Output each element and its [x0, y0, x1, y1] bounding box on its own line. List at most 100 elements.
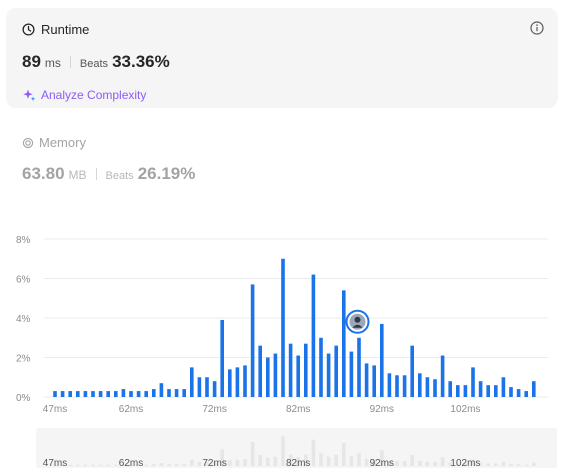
- chart-bar[interactable]: [456, 385, 460, 397]
- runtime-value: 89: [22, 52, 41, 71]
- chart-bar[interactable]: [387, 373, 392, 397]
- runtime-unit: ms: [44, 56, 61, 70]
- memory-beats-label: Beats: [105, 170, 134, 182]
- overview-bar: [395, 461, 399, 466]
- chart-bar[interactable]: [478, 381, 483, 397]
- chart-bar[interactable]: [288, 343, 293, 397]
- chart-bar[interactable]: [334, 345, 338, 397]
- chart-bar[interactable]: [395, 375, 399, 397]
- overview-bar: [387, 460, 392, 466]
- chart-bar[interactable]: [197, 377, 202, 397]
- overview-bar: [311, 439, 316, 466]
- overview-track: [36, 428, 557, 468]
- chart-bar[interactable]: [494, 385, 498, 397]
- chart-bar[interactable]: [364, 363, 369, 397]
- memory-header[interactable]: Memory: [22, 135, 86, 150]
- runtime-values: 89 ms Beats 33.36%: [22, 52, 170, 72]
- runtime-distribution-chart[interactable]: 8% 6% 4% 2% 0% 47ms 62ms 72ms 82ms 92ms 102ms: [0, 225, 565, 420]
- chart-bar[interactable]: [114, 391, 118, 397]
- analyze-complexity-button[interactable]: Analyze Complexity: [22, 88, 146, 102]
- chart-bar[interactable]: [182, 389, 186, 397]
- chart-bar[interactable]: [205, 377, 209, 397]
- chart-bar[interactable]: [144, 391, 148, 397]
- chart-bar[interactable]: [501, 377, 506, 397]
- overview-bar: [91, 464, 95, 466]
- chart-bar[interactable]: [152, 389, 156, 397]
- chart-bar[interactable]: [425, 377, 430, 397]
- chart-bar[interactable]: [524, 391, 528, 397]
- chart-bar[interactable]: [304, 343, 308, 397]
- chart-bar[interactable]: [258, 345, 262, 397]
- overview-bar: [425, 461, 430, 466]
- overview-bar: [250, 441, 255, 466]
- memory-values[interactable]: 63.80 MB Beats 26.19%: [22, 164, 195, 184]
- chart-bar[interactable]: [167, 389, 171, 397]
- chart-bar[interactable]: [121, 389, 126, 397]
- overview-tick-label: 92ms: [370, 458, 394, 468]
- chart-bar[interactable]: [410, 345, 414, 397]
- overview-bar: [152, 464, 156, 466]
- chart-bar[interactable]: [486, 385, 490, 397]
- sparkle-icon: [23, 89, 36, 102]
- chart-bar[interactable]: [220, 319, 224, 397]
- runtime-title: Runtime: [41, 22, 90, 37]
- overview-bar: [60, 464, 65, 466]
- chart-bar[interactable]: [273, 353, 278, 397]
- chart-bar[interactable]: [463, 385, 468, 397]
- chart-bar[interactable]: [174, 389, 179, 397]
- chart-bar[interactable]: [471, 367, 475, 397]
- chart-bar[interactable]: [159, 383, 164, 397]
- overview-bar: [532, 462, 536, 466]
- overview-bar: [494, 463, 498, 466]
- chart-bar[interactable]: [433, 379, 437, 397]
- user-avatar-marker[interactable]: [345, 309, 370, 334]
- chart-bar[interactable]: [342, 290, 346, 397]
- chart-bar[interactable]: [68, 391, 72, 397]
- overview-bar: [440, 457, 445, 466]
- chart-bar[interactable]: [509, 387, 513, 397]
- chart-bar[interactable]: [532, 381, 536, 397]
- overview-bar: [136, 464, 141, 466]
- chart-bar[interactable]: [357, 337, 361, 397]
- chart-bar[interactable]: [83, 391, 88, 397]
- overview-bar: [501, 461, 506, 466]
- chart-bar[interactable]: [98, 391, 103, 397]
- chart-bar[interactable]: [53, 391, 57, 397]
- chart-bar[interactable]: [243, 365, 247, 397]
- chart-bar[interactable]: [266, 357, 270, 398]
- chart-bar[interactable]: [516, 389, 521, 397]
- chart-bar[interactable]: [448, 381, 452, 397]
- chart-bar[interactable]: [228, 369, 232, 397]
- chart-bar[interactable]: [76, 391, 80, 397]
- chart-bar[interactable]: [250, 284, 255, 397]
- chart-bar[interactable]: [402, 375, 407, 397]
- chart-bar[interactable]: [281, 258, 285, 397]
- chart-bar[interactable]: [349, 351, 354, 397]
- chart-bar[interactable]: [372, 365, 376, 397]
- info-icon[interactable]: [530, 21, 544, 35]
- overview-bar: [486, 463, 490, 466]
- memory-chip-icon: [22, 137, 34, 148]
- chart-bar[interactable]: [235, 367, 240, 397]
- chart-bar[interactable]: [212, 381, 217, 397]
- chart-bar[interactable]: [380, 323, 384, 397]
- x-tick-label: 102ms: [450, 404, 480, 415]
- chart-bar[interactable]: [311, 274, 316, 397]
- chart-bar[interactable]: [60, 391, 65, 397]
- chart-bar[interactable]: [326, 353, 331, 397]
- overview-bar: [357, 453, 361, 466]
- memory-value: 63.80: [22, 164, 65, 183]
- chart-bar[interactable]: [136, 391, 141, 397]
- chart-bar[interactable]: [190, 367, 194, 397]
- chart-bar[interactable]: [129, 391, 133, 397]
- chart-bar[interactable]: [440, 355, 445, 397]
- range-overview-scrollbar[interactable]: 47ms 62ms 72ms 82ms 92ms 102ms: [36, 428, 557, 468]
- x-tick-label: 72ms: [202, 404, 226, 415]
- chart-bar[interactable]: [91, 391, 95, 397]
- chart-bar[interactable]: [296, 355, 300, 397]
- chart-bar[interactable]: [106, 391, 110, 397]
- overview-bar: [182, 464, 186, 466]
- chart-bar[interactable]: [319, 337, 323, 397]
- chart-bar[interactable]: [418, 373, 422, 397]
- runtime-card[interactable]: Runtime 89 ms Beats 33.36% Analyze Compl…: [6, 8, 558, 108]
